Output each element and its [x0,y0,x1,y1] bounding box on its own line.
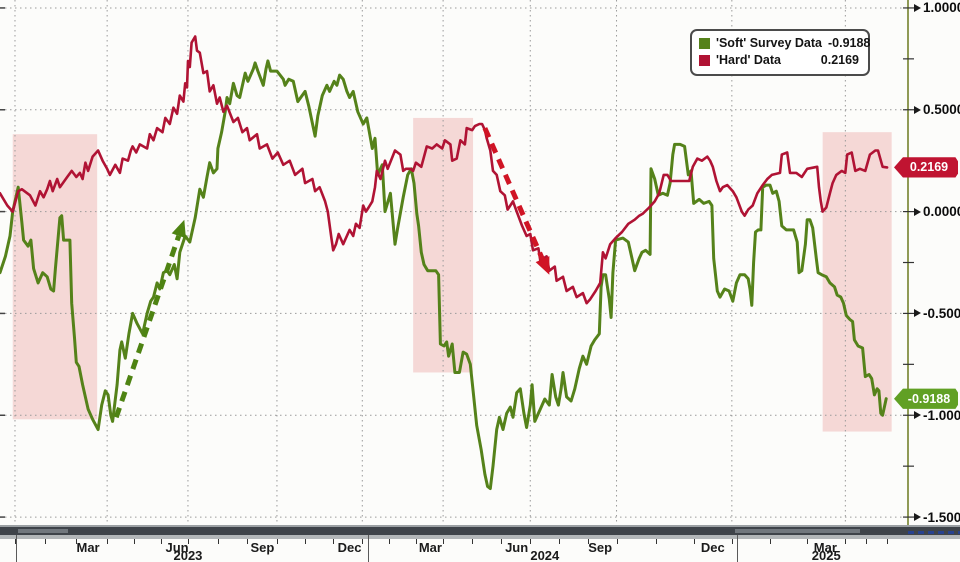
x-axis-month-label: Jun [505,540,529,555]
x-axis-tick [588,539,590,544]
x-axis-tick [807,539,809,544]
x-axis-year-label: 2023 [173,548,203,562]
x-axis-tick [559,539,561,544]
x-axis-year-label: 2025 [811,548,841,562]
year-separator [737,535,739,562]
x-axis-tick [187,539,189,544]
x-axis-tick [107,539,109,544]
up-trend-arrow [113,234,182,419]
scrollbar-thumb[interactable] [18,529,68,533]
legend-value: -0.9188 [827,36,871,50]
x-axis-tick [362,539,364,544]
tick-arrow-icon [914,3,921,12]
hard-series-line [0,35,889,305]
x-axis-month-label: Mar [76,540,100,555]
x-axis-tick [276,539,278,544]
legend-label: 'Soft' Survey Data [716,36,822,50]
x-axis-month-label: Dec [700,540,725,555]
x-axis-tick [443,539,445,544]
x-axis-tick [333,539,335,544]
soft-series-swatch [699,38,710,49]
timeline-scrollbar[interactable] [0,527,960,535]
up-trend-arrowhead [171,219,186,239]
x-axis-tick [866,539,868,544]
tick-arrow-icon [914,309,921,318]
scrollbar-thumb[interactable] [735,529,860,533]
x-axis-tick [217,539,219,544]
legend-item-hard-data[interactable]: 'Hard' Data 0.2169 [699,52,859,69]
legend-value: 0.2169 [820,53,859,67]
hard-series-swatch [699,55,710,66]
x-axis-tick [134,539,136,544]
x-axis-tick [845,539,847,544]
x-axis-tick [655,539,657,544]
x-axis-tick [246,539,248,544]
legend-label: 'Hard' Data [716,53,781,67]
x-axis-year-label: 2024 [530,548,560,562]
x-axis-tick [160,539,162,544]
x-axis-tick [388,539,390,544]
x-axis-tick [305,539,307,544]
x-axis-tick [887,539,889,544]
year-separator [367,535,369,562]
x-axis-tick [76,539,78,544]
timeline-bar-top-edge [0,525,960,527]
hard-data-value-badge: 0.2169 [894,157,958,178]
x-axis-tick [769,539,771,544]
scrollbar-end-indicator [908,531,960,534]
tick-arrow-icon [914,207,921,216]
x-axis-tick [15,539,17,544]
year-separator [16,535,18,562]
down-trend-arrowhead [535,256,550,275]
x-axis-tick [616,539,618,544]
x-axis-tick [530,539,532,544]
x-axis-tick [415,539,417,544]
tick-arrow-icon [914,411,921,420]
x-axis-month-label: Jun [165,540,189,555]
highlight-band [822,132,892,432]
x-axis-tick [693,539,695,544]
down-trend-arrow [482,127,545,261]
timeline-tick-strip [0,535,960,539]
legend: 'Soft' Survey Data -0.9188 'Hard' Data 0… [690,29,870,76]
x-axis-tick [731,539,733,544]
tick-arrow-icon [914,105,921,114]
x-axis-month-label: Mar [813,540,837,555]
x-axis-month-label: Sep [588,540,613,555]
x-axis-month-label: Mar [418,540,442,555]
x-axis-month-label: Dec [337,540,362,555]
tick-arrow-icon [914,513,921,522]
legend-item-soft-survey-data[interactable]: 'Soft' Survey Data -0.9188 [699,35,870,52]
x-axis-tick [501,539,503,544]
soft-data-value-badge: -0.9188 [894,388,958,409]
soft-series-line [0,59,888,491]
x-axis-tick [472,539,474,544]
x-axis-month-label: Sep [250,540,275,555]
x-axis-tick [45,539,47,544]
